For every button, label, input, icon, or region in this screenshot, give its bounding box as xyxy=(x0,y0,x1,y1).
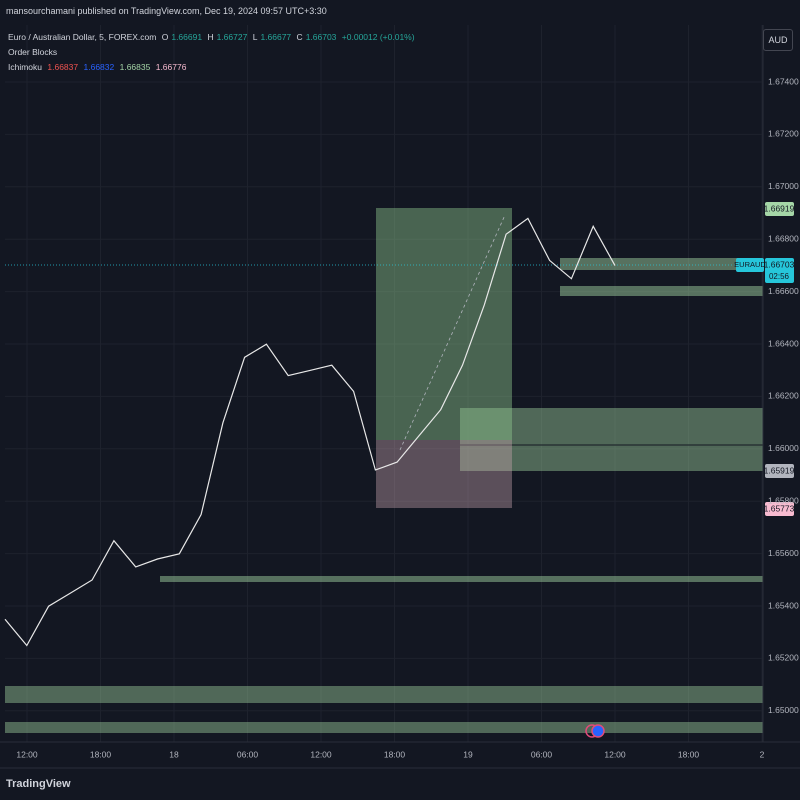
price-tag-label: 1.66703 xyxy=(764,259,795,269)
indicator-value: 1.66835 xyxy=(119,62,151,72)
symbol-tag-label: EURAUD xyxy=(734,260,766,269)
order-block xyxy=(5,722,763,733)
price-axis-label: 1.65000 xyxy=(768,705,799,715)
time-axis-label: 18:00 xyxy=(678,749,700,759)
event-icon[interactable] xyxy=(591,724,605,738)
ohlc-value: 1.66727 xyxy=(216,32,248,42)
time-axis-label: 18 xyxy=(169,749,179,759)
ohlc-label: O xyxy=(161,32,169,42)
time-axis-label: 06:00 xyxy=(237,749,259,759)
price-axis-label: 1.65200 xyxy=(768,653,799,663)
order-block xyxy=(560,258,763,270)
time-axis-label: 18:00 xyxy=(384,749,406,759)
price-axis-label: 1.65800 xyxy=(768,495,799,505)
order-block xyxy=(160,576,763,582)
ohlc-label: H xyxy=(207,32,214,42)
time-axis-label: 19 xyxy=(463,749,473,759)
price-tag xyxy=(765,464,794,478)
price-axis-label: 1.66400 xyxy=(768,338,799,348)
price-axis-label: 1.66000 xyxy=(768,443,799,453)
indicator-value: 1.66837 xyxy=(47,62,79,72)
indicator-legend[interactable]: Order Blocks xyxy=(8,47,58,57)
grid xyxy=(5,25,763,742)
price-axis-label: 1.67200 xyxy=(768,129,799,139)
price-path xyxy=(4,217,616,647)
logo[interactable]: TradingView xyxy=(6,778,71,790)
symbol-legend: Euro / Australian Dollar, 5, FOREX.com O… xyxy=(8,32,418,42)
target-zone xyxy=(376,208,512,440)
price-axis-label: 1.67400 xyxy=(768,76,799,86)
ohlc-label: L xyxy=(252,32,258,42)
ohlc-label: C xyxy=(296,32,303,42)
price-axis-label: 1.65400 xyxy=(768,600,799,610)
ohlc-value: 1.66677 xyxy=(260,32,292,42)
price-tag xyxy=(765,502,794,516)
price-axis-label: 1.67000 xyxy=(768,181,799,191)
ohlc-value: 1.66691 xyxy=(171,32,203,42)
price-tag xyxy=(765,258,794,283)
price-axis-label: 1.65600 xyxy=(768,548,799,558)
time-axis-label: 2 xyxy=(760,749,765,759)
price-tag-label: 1.65919 xyxy=(764,465,795,475)
time-axis-label: 18:00 xyxy=(90,749,112,759)
order-block xyxy=(5,686,763,703)
price-axis-label: 1.66200 xyxy=(768,391,799,401)
time-axis-label: 12:00 xyxy=(604,749,626,759)
position-path xyxy=(399,214,506,451)
currency-button[interactable]: AUD xyxy=(763,29,793,51)
time-axis-label: 12:00 xyxy=(16,749,38,759)
indicator-value: 1.66776 xyxy=(155,62,187,72)
symbol-tag xyxy=(736,258,764,272)
indicator-value: 1.66832 xyxy=(83,62,115,72)
change-value: +0.00012 (+0.01%) xyxy=(341,32,415,42)
price-tag xyxy=(765,202,794,216)
price-axis-label: 1.66600 xyxy=(768,286,799,296)
price-tag-label: 1.66919 xyxy=(764,203,795,213)
indicator-name: Ichimoku xyxy=(8,62,43,72)
symbol-name: Euro / Australian Dollar, 5, FOREX.com xyxy=(8,32,157,42)
ohlc-value: 1.66703 xyxy=(305,32,337,42)
countdown-label: 02:56 xyxy=(769,272,790,281)
publisher-line: mansourchamani published on TradingView.… xyxy=(6,6,327,16)
time-axis-label: 06:00 xyxy=(531,749,553,759)
indicator-legend[interactable]: Ichimoku 1.66837 1.66832 1.66835 1.66776 xyxy=(8,62,189,72)
time-axis-label: 12:00 xyxy=(310,749,332,759)
stop-zone xyxy=(376,440,512,508)
order-block xyxy=(460,408,763,471)
order-block xyxy=(560,286,763,296)
price-tag-label: 1.65773 xyxy=(764,503,795,513)
price-axis-label: 1.66800 xyxy=(768,233,799,243)
